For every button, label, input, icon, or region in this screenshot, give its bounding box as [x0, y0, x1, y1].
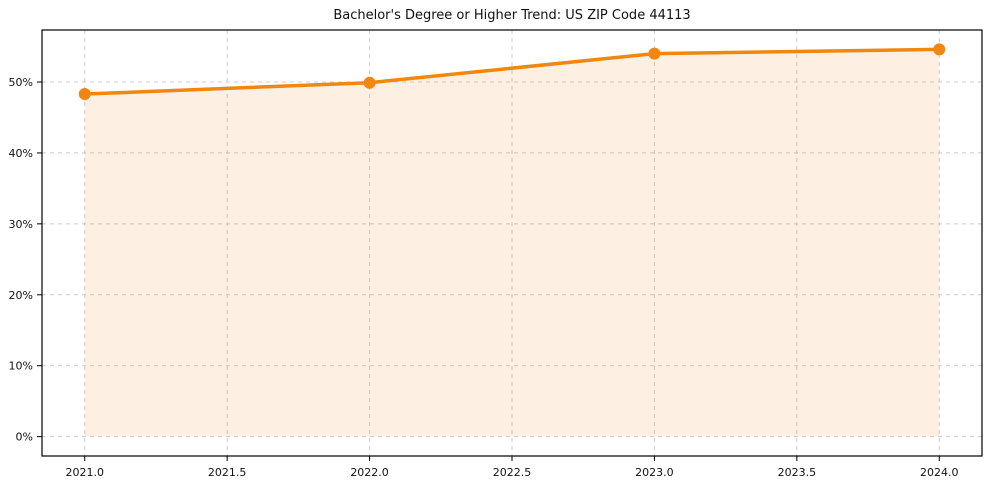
area-fill: [84, 49, 940, 437]
x-tick-label: 2022.0: [350, 466, 389, 479]
y-tick-label: 40%: [9, 147, 33, 160]
x-tick-label: 2021.5: [208, 466, 247, 479]
x-tick-label: 2024.0: [920, 466, 959, 479]
y-tick-label: 20%: [9, 289, 33, 302]
x-tick-label: 2023.0: [635, 466, 674, 479]
data-point-marker: [933, 43, 946, 56]
y-tick-label: 30%: [9, 218, 33, 231]
y-tick-label: 50%: [9, 76, 33, 89]
data-point-marker: [648, 47, 661, 60]
trend-line: [82, 47, 942, 96]
y-tick-label: 10%: [9, 360, 33, 373]
x-tick-label: 2021.0: [65, 466, 104, 479]
data-point-marker: [363, 76, 376, 89]
chart-title: Bachelor's Degree or Higher Trend: US ZI…: [333, 8, 691, 23]
data-point-marker: [78, 88, 91, 101]
y-tick-label: 0%: [16, 431, 33, 444]
x-tick-label: 2023.5: [778, 466, 817, 479]
x-tick-label: 2022.5: [493, 466, 532, 479]
